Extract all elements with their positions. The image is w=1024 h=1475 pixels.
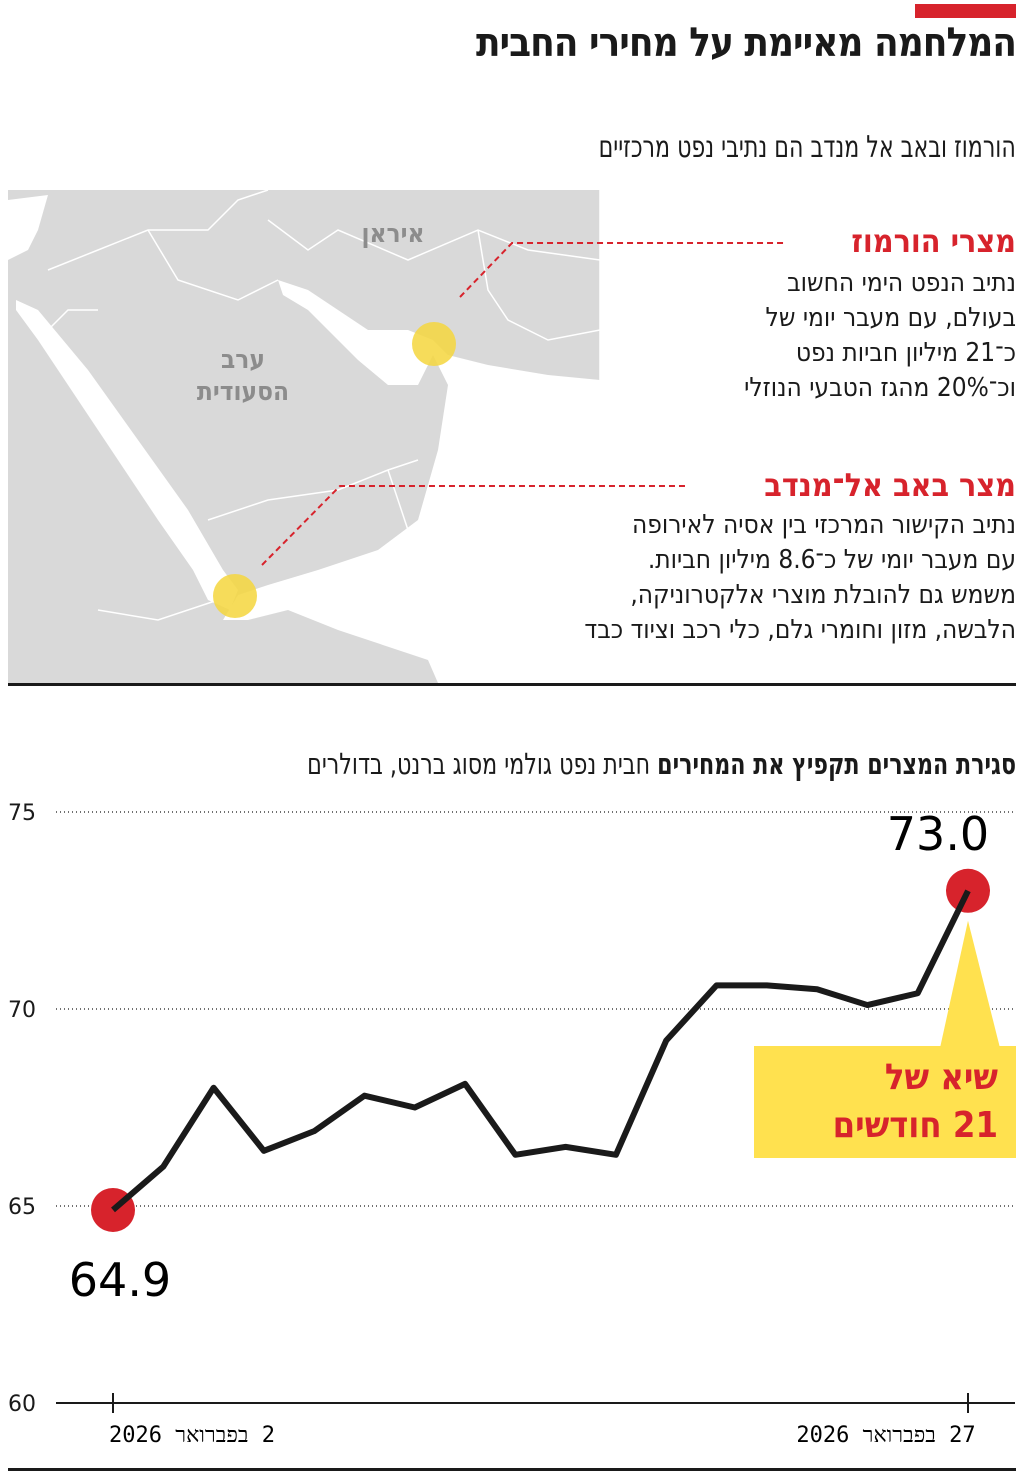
borders xyxy=(47,190,600,683)
hormuz-marker xyxy=(412,322,456,366)
annotation-pointer xyxy=(940,920,1000,1048)
map-label-iran: איראן xyxy=(361,219,424,249)
callout-leaders xyxy=(261,242,785,566)
text-line: בעולם, עם מעבר יומי של xyxy=(765,303,1016,333)
map-label-saudi: ערב xyxy=(221,345,265,375)
mandeb-callout-body: נתיב הקישור המרכזי בין אסיה לאירופה עם מ… xyxy=(584,508,1016,648)
endpoint-marker xyxy=(946,868,990,913)
divider xyxy=(8,1468,1016,1471)
page-title: המלחמה מאיימת על מחירי החבית xyxy=(475,20,1017,66)
text-line: עם מעבר יומי של כ־8.6 מיליון חביות. xyxy=(647,545,1016,575)
start-value-label: 64.9 xyxy=(69,1253,171,1307)
hormuz-callout-body: נתיב הנפט הימי החשוב בעולם, עם מעבר יומי… xyxy=(744,266,1016,406)
line-chart: 75 70 65 60 73.0 64.9 2 בפברואר 2026 27 בפב… xyxy=(8,801,1015,1448)
divider xyxy=(8,683,1016,686)
y-tick-label: 60 xyxy=(8,1392,36,1417)
text-line: כ־21 מיליון חביות נפט xyxy=(795,338,1016,368)
chart-title-bold: סגירת המצרים תקפיץ את המחירים xyxy=(657,747,1016,781)
mandeb-callout-title: מצר באב אל־מנדב xyxy=(764,466,1016,504)
water xyxy=(8,195,600,683)
map: איראן ערב הסעודית xyxy=(8,190,600,683)
map-subtitle: הורמוז ובאב אל מנדב הם נתיבי נפט מרכזיים xyxy=(598,130,1016,165)
mandeb-leader-line xyxy=(261,485,685,566)
text-line: נתיב הקישור המרכזי בין אסיה לאירופה xyxy=(631,510,1016,540)
annotation-line: 21 חודשים xyxy=(832,1105,998,1146)
x-tick-start: 2 בפברואר 2026 xyxy=(109,1423,275,1448)
y-tick-label: 70 xyxy=(8,998,36,1023)
chart-subtitle: חבית נפט גולמי מסוג ברנט, בדולרים xyxy=(307,747,651,781)
accent-bar xyxy=(915,4,1016,18)
bab-el-mandeb-marker xyxy=(213,574,257,618)
text-line: נתיב הנפט הימי החשוב xyxy=(787,268,1016,298)
y-tick-label: 65 xyxy=(8,1195,36,1220)
text-line: הלבשה, מזון וחומרי גלם, כלי רכב וציוד כב… xyxy=(584,615,1016,645)
y-tick-label: 75 xyxy=(8,801,36,826)
chart-title: סגירת המצרים תקפיץ את המחירים חבית נפט ג… xyxy=(307,747,1016,781)
annotation-line: שיא של xyxy=(884,1057,998,1098)
hormuz-callout-title: מצרי הורמוז xyxy=(851,222,1016,260)
x-tick-end: 27 בפברואר 2026 xyxy=(796,1423,975,1448)
end-value-label: 73.0 xyxy=(887,807,989,861)
text-line: וכ־20% מהגז הטבעי הנוזלי xyxy=(744,373,1016,403)
peak-annotation: שיא של 21 חודשים xyxy=(754,1046,1016,1158)
map-label-saudi-2: הסעודית xyxy=(197,377,289,407)
hormuz-leader-line xyxy=(459,242,785,298)
price-line xyxy=(111,889,971,1213)
text-line: משמש גם להובלת מוצרי אלקטרוניקה, xyxy=(630,580,1016,610)
